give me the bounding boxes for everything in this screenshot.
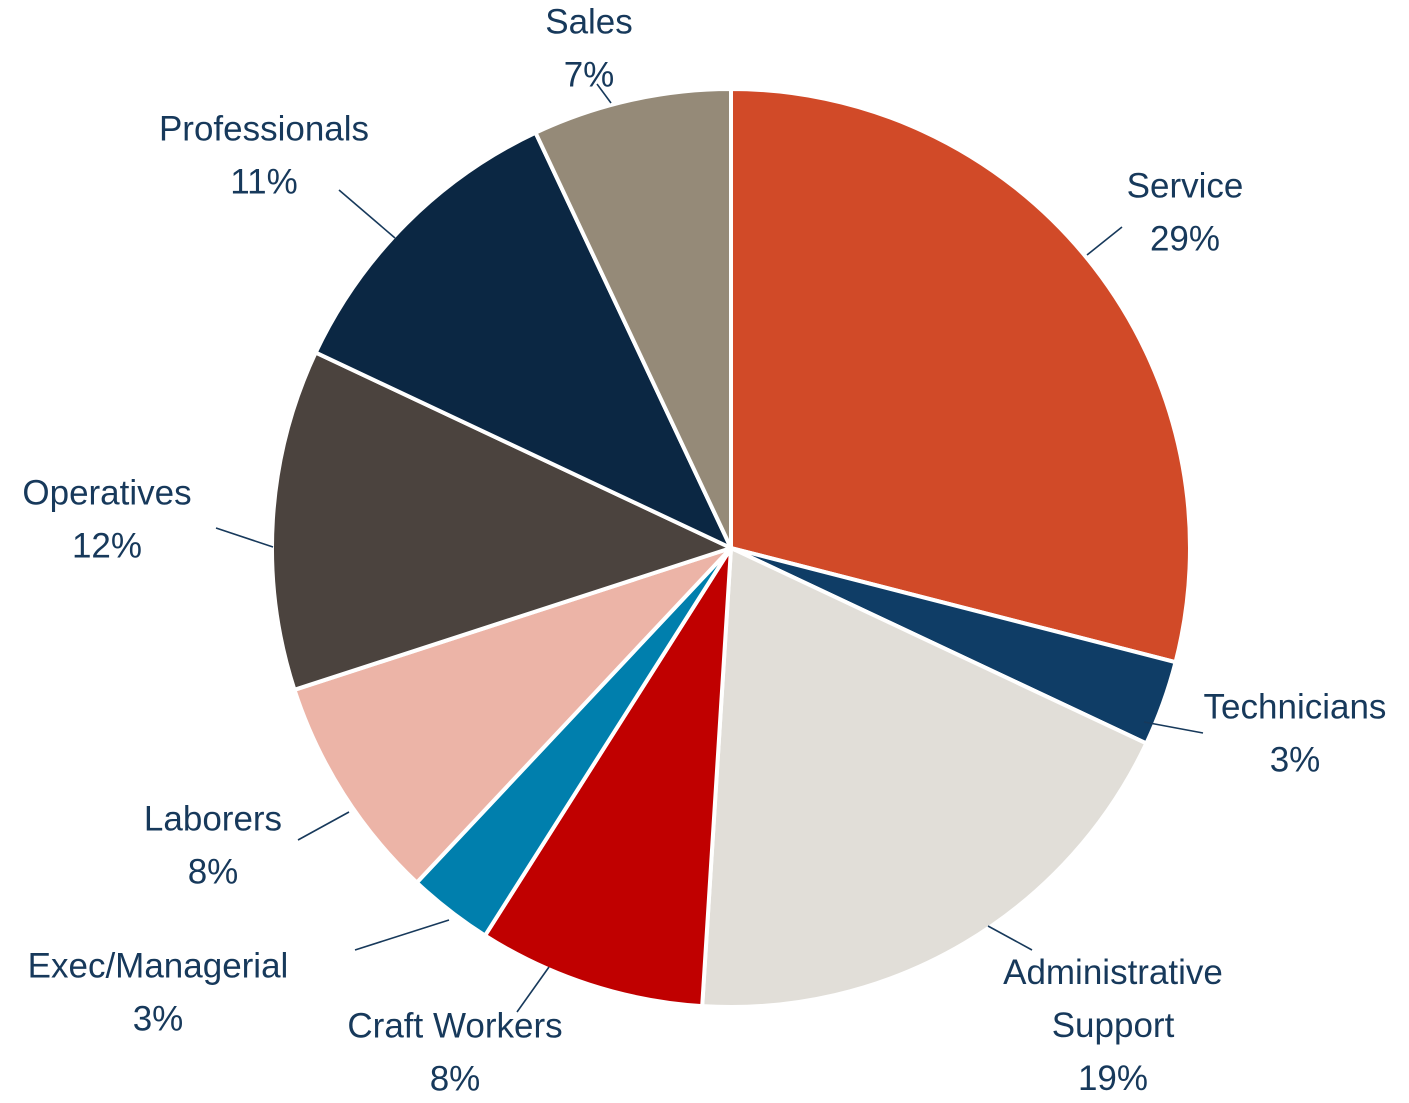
leader-line-professionals <box>338 189 396 239</box>
data-label-category: Exec/Managerial <box>28 947 289 986</box>
data-label-sales: Sales 7% <box>545 3 633 95</box>
leader-line-laborers <box>297 811 350 841</box>
data-label-craft-workers: Craft Workers 8% <box>347 1007 562 1099</box>
data-label-category: Technicians <box>1204 688 1387 727</box>
data-label-percent: 8% <box>430 1060 481 1099</box>
data-label-laborers: Laborers 8% <box>144 800 282 892</box>
leader-lines-layer <box>215 83 1204 1013</box>
data-label-category: Laborers <box>144 800 282 839</box>
data-label-operatives: Operatives 12% <box>22 474 191 566</box>
data-label-category: Service <box>1127 167 1244 206</box>
pie-slice-sales <box>532 86 733 549</box>
slices-layer <box>270 86 1192 1009</box>
leader-line-technicians <box>1143 721 1204 734</box>
pie-slice-administrative-support <box>700 544 1149 1009</box>
data-label-percent: 11% <box>230 163 297 202</box>
pie-slice-professionals <box>313 130 736 553</box>
data-label-percent: 8% <box>188 853 239 892</box>
data-labels-layer: Service 29% Technicians 3% Administrative Sup… <box>22 3 1386 1099</box>
data-label-administrative-support: Administrative Support 19% <box>1003 953 1223 1098</box>
leader-line-operatives <box>215 527 274 548</box>
data-label-service: Service 29% <box>1127 167 1244 259</box>
data-label-percent: 12% <box>72 527 142 566</box>
data-label-exec-managerial: Exec/Managerial 3% <box>28 947 289 1039</box>
data-label-technicians: Technicians 3% <box>1204 688 1387 780</box>
pie-slice-craft-workers <box>482 546 733 1009</box>
data-label-category: Sales <box>545 3 633 42</box>
pie-slice-service <box>729 86 1192 665</box>
leader-line-service <box>1086 226 1123 256</box>
data-label-percent: 29% <box>1150 220 1220 259</box>
data-label-percent: 3% <box>1270 741 1321 780</box>
data-label-percent: 7% <box>564 56 615 95</box>
leader-line-administrative-support <box>987 925 1033 951</box>
leader-line-sales <box>596 83 612 104</box>
data-label-category: Professionals <box>159 110 369 149</box>
data-label-percent: 3% <box>133 1000 184 1039</box>
pie-slice-operatives <box>270 349 737 693</box>
pie-slice-laborers <box>291 546 733 886</box>
data-label-category: Craft Workers <box>347 1007 562 1046</box>
data-label-category: Support <box>1052 1006 1175 1045</box>
data-label-professionals: Professionals 11% <box>159 110 369 202</box>
data-label-percent: 19% <box>1078 1059 1148 1098</box>
data-label-category: Administrative <box>1003 953 1223 992</box>
data-label-category: Operatives <box>22 474 191 513</box>
leader-line-craft-workers <box>516 966 550 1013</box>
leader-line-exec-managerial <box>354 919 450 951</box>
